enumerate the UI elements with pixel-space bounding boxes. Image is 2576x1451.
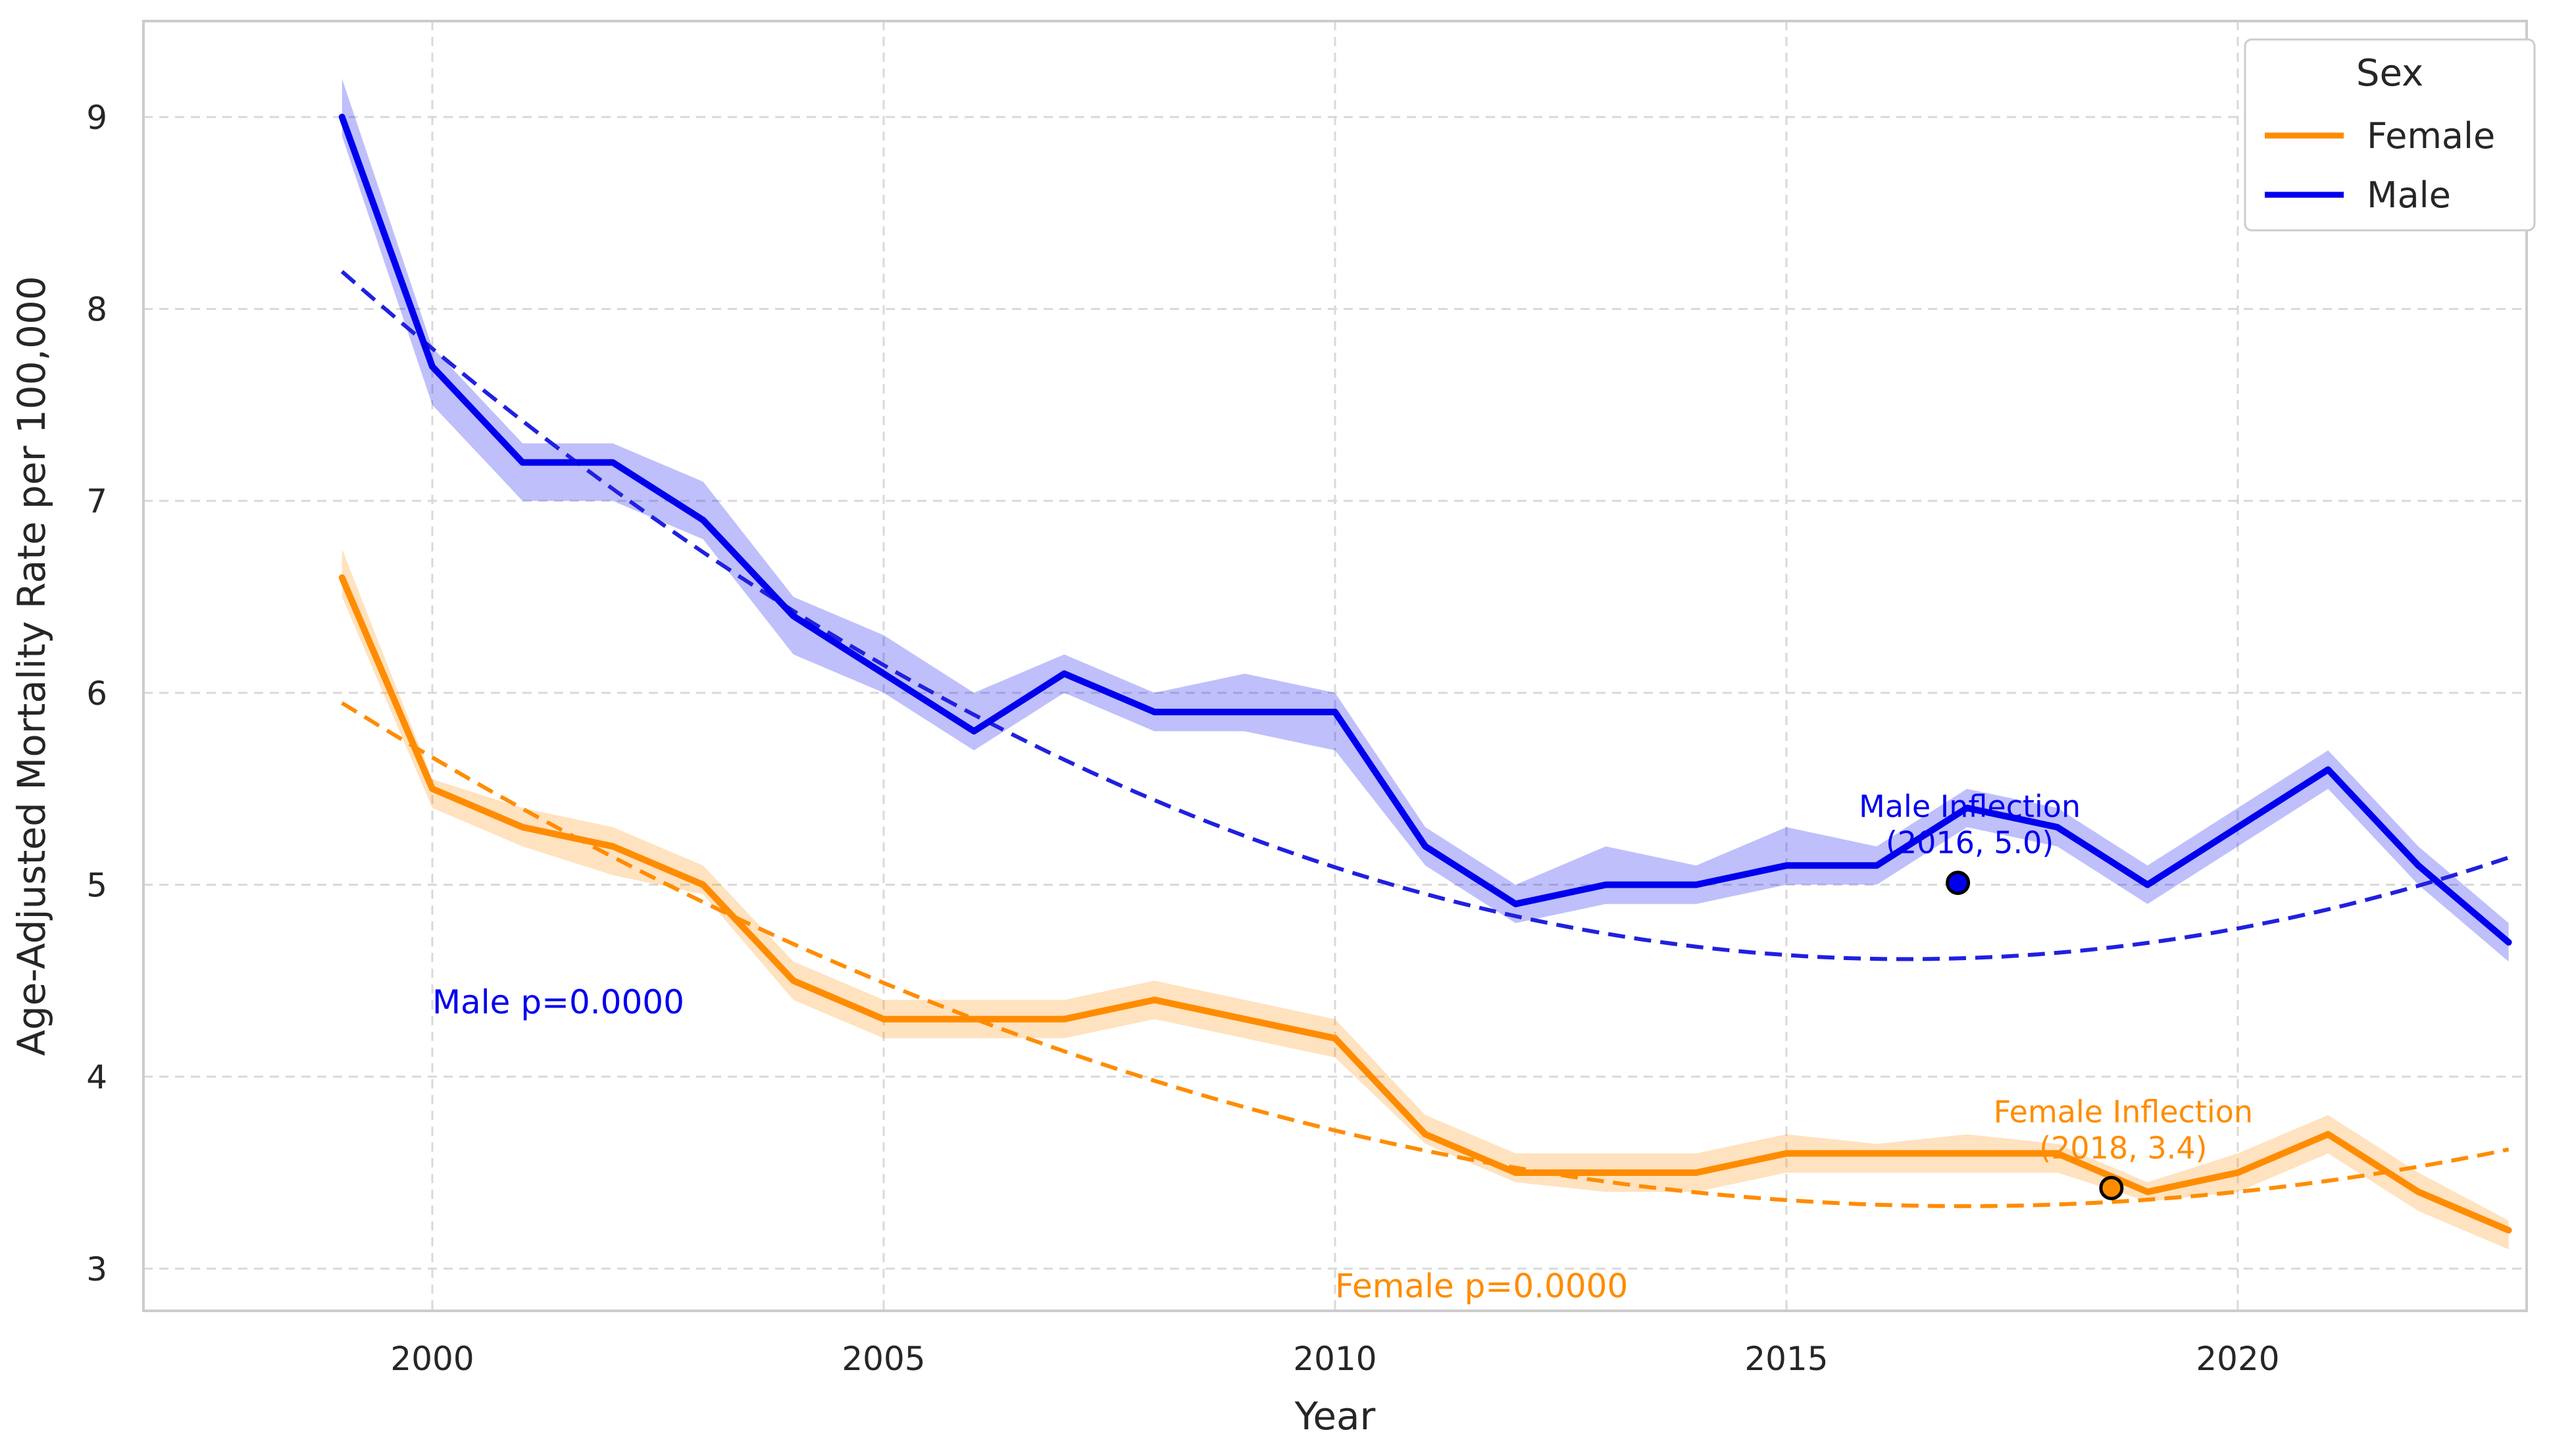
series-lines: [338, 113, 2512, 1234]
legend: Sex Female Male: [2244, 38, 2536, 232]
male-inflection-label: Male Inflection: [1859, 789, 2081, 825]
plot-frame: [142, 20, 2528, 1312]
y-tick-label: 7: [86, 482, 107, 521]
female-series-line: [338, 574, 2512, 1234]
axis-ticks: 2000 2005 2010 2015 2020 3 4 5 6 7 8 9: [86, 99, 2279, 1378]
male-inflection-coords: (2016, 5.0): [1886, 825, 2054, 861]
legend-label-male: Male: [2367, 174, 2451, 216]
inflection-markers: [1946, 871, 2124, 1200]
male-series-line: [338, 113, 2512, 946]
y-axis-label: Age-Adjusted Mortality Rate per 100,000: [9, 276, 54, 1056]
legend-title: Sex: [2356, 52, 2423, 95]
male-inflection-point: [1946, 871, 1971, 896]
y-tick-label: 4: [86, 1058, 107, 1096]
female-inflection-coords: (2018, 3.4): [2039, 1130, 2207, 1165]
y-tick-label: 6: [86, 675, 107, 713]
female-inflection-point: [2099, 1175, 2124, 1200]
x-tick-label: 2015: [1744, 1340, 1828, 1378]
legend-label-female: Female: [2367, 115, 2495, 157]
trend-lines: [340, 270, 2510, 1208]
x-tick-label: 2000: [390, 1340, 474, 1378]
legend-box: [2244, 38, 2536, 232]
female-trend-line: [341, 701, 2510, 1208]
annotations: Female Inflection(2018, 3.4) Female p=0.0…: [432, 789, 2253, 1306]
male-p-value: Male p=0.0000: [432, 983, 684, 1021]
x-tick-label: 2005: [842, 1340, 925, 1378]
y-tick-label: 8: [86, 291, 107, 329]
x-tick-label: 2020: [2196, 1340, 2279, 1378]
y-tick-label: 9: [86, 99, 107, 137]
y-tick-label: 5: [86, 867, 107, 905]
female-p-value: Female p=0.0000: [1335, 1267, 1628, 1306]
grid: [143, 21, 2527, 1311]
x-axis-label: Year: [1294, 1394, 1376, 1438]
y-tick-label: 3: [86, 1250, 107, 1288]
x-tick-label: 2010: [1293, 1340, 1376, 1378]
male-trend-line: [340, 270, 2510, 961]
female-inflection-label: Female Inflection: [1994, 1094, 2253, 1129]
